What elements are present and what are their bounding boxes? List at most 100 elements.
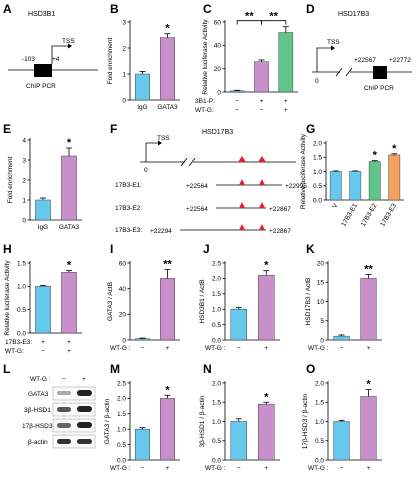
panel-letter-e: E xyxy=(3,122,11,136)
y-tick-label: 4 xyxy=(22,137,26,144)
y-tick-label: 0 xyxy=(122,337,126,344)
y-tick-label: 2.5 xyxy=(212,260,221,267)
y-tick-label: 2.0 xyxy=(212,276,221,283)
condition-sign: + xyxy=(264,465,268,472)
gata-site-triangle xyxy=(239,224,245,230)
construct-end: +22867 xyxy=(269,206,291,213)
bar xyxy=(135,338,150,341)
significance-mark: * xyxy=(165,384,170,396)
position-start: +22567 xyxy=(354,57,376,64)
y-tick-label: 20 xyxy=(317,260,325,267)
chart-e: 0 1 2 3 4 Fold enrichment * IgG GATA3 xyxy=(7,137,82,231)
significance-mark: * xyxy=(392,143,397,155)
wb-row-3bhsd1: 3β-HSD1 xyxy=(24,402,96,417)
y-tick-label: 3 xyxy=(122,19,126,26)
position-zero: 0 xyxy=(315,78,319,85)
bar xyxy=(160,37,175,101)
wb-band xyxy=(57,391,71,395)
y-tick-label: 2.0 xyxy=(315,380,324,387)
construct-e3: 17B3-E3: +22294 +22867 xyxy=(115,224,291,235)
construct-e2: 17B3-E2: +22564 +22867 xyxy=(115,202,291,213)
gata-site-triangle xyxy=(239,202,245,208)
bar xyxy=(329,171,342,201)
condition-sign: + xyxy=(284,107,288,114)
significance-mark: ** xyxy=(269,11,278,23)
chart-m: 0.0 0.5 1.0 1.5 2.0 2.5 GATA3 / β-actin * WT-G :… xyxy=(104,380,180,472)
y-axis-label: Fold enrichment xyxy=(107,38,114,85)
panel-letter-h: H xyxy=(3,242,12,256)
construct-start: +22564 xyxy=(186,206,208,213)
y-tick-label: 1.0 xyxy=(212,307,221,314)
category-label: IgG xyxy=(137,104,147,111)
y-tick-label: 0.5 xyxy=(313,183,322,190)
condition-sign: + xyxy=(367,345,371,352)
condition-sign: + xyxy=(166,465,170,472)
y-tick-label: 1.5 xyxy=(17,260,26,267)
y-tick-label: 20 xyxy=(214,66,222,73)
bar xyxy=(160,278,175,341)
panel-letter-a: A xyxy=(3,2,12,16)
chart-k: 0 5 10 15 20 HSD17B3 / ActB ** WT-G : − + xyxy=(305,260,382,352)
bar xyxy=(160,398,175,461)
break-mark-1 xyxy=(335,67,343,77)
schematic-f-title: HSD17B3 xyxy=(202,129,233,136)
schematic-d-title: HSD17B3 xyxy=(338,11,369,18)
position-end: +22772 xyxy=(389,57,411,64)
construct-label: 17B3-E1: xyxy=(115,182,142,189)
bar xyxy=(35,199,51,221)
y-tick-label: 0 xyxy=(217,89,221,96)
bar xyxy=(229,90,245,93)
position-zero: 0 xyxy=(144,167,148,174)
condition-label: WT-G : xyxy=(308,345,329,352)
y-tick-label: 1.0 xyxy=(315,419,324,426)
condition-sign: + xyxy=(67,339,71,346)
y-axis-label: HSD3B1 / ActB xyxy=(199,279,206,323)
panel-letter-d: D xyxy=(306,2,315,16)
y-tick-label: 2.0 xyxy=(212,380,221,387)
tss-arrowhead xyxy=(68,43,72,49)
bar xyxy=(258,275,275,341)
wb-label: β-actin xyxy=(28,439,48,446)
panel-letter-o: O xyxy=(306,362,315,376)
wb-band xyxy=(77,390,92,396)
bar xyxy=(333,421,350,461)
y-tick-label: 0.0 xyxy=(313,197,322,204)
y-axis-label: Fold enrichment xyxy=(7,157,14,204)
condition-sign: − xyxy=(141,345,145,352)
chip-pcr-label: ChIP PCR xyxy=(26,83,56,90)
y-tick-label: 10 xyxy=(317,299,325,306)
y-tick-label: 2 xyxy=(122,45,126,52)
gata-site-triangle xyxy=(258,156,266,162)
wb-row-gata3: GATA3 xyxy=(28,386,96,401)
panel-letters: A B C D E F G H I J K L M N O xyxy=(3,2,315,376)
chart-c: 0 20 40 60 Relative luciferase Activity 3B1-P… xyxy=(195,11,298,114)
y-tick-label: 1.5 xyxy=(117,411,126,418)
condition-sign: + xyxy=(367,465,371,472)
category-label: GATA3 xyxy=(59,224,80,231)
category-label: 17B3-E3 xyxy=(379,202,398,228)
panel-letter-l: L xyxy=(3,362,10,376)
y-tick-label: 60 xyxy=(119,260,127,267)
bar xyxy=(230,421,247,461)
construct-e1: 17B3-E1: +22564 +22995 xyxy=(115,179,307,190)
y-axis-label: GATA3 / ActB xyxy=(107,282,114,321)
y-tick-label: 3 xyxy=(22,157,26,164)
chip-region-box xyxy=(373,66,387,79)
wb-sign-minus: − xyxy=(62,376,66,383)
y-tick-label: 0.0 xyxy=(17,330,26,337)
bar xyxy=(61,272,77,334)
y-tick-label: 2.5 xyxy=(117,380,126,387)
significance-mark: * xyxy=(373,150,378,162)
position-right: +4 xyxy=(52,56,60,63)
y-tick-label: 5 xyxy=(320,318,324,325)
significance-mark: ** xyxy=(245,11,254,23)
y-tick-label: 0.0 xyxy=(212,337,221,344)
panel-letter-g: G xyxy=(306,122,315,136)
condition-sign: − xyxy=(260,107,264,114)
condition-label: WT-G : xyxy=(308,465,329,472)
y-tick-label: 0.5 xyxy=(117,442,126,449)
schematic-a-title: HSD3B1 xyxy=(28,11,55,18)
y-axis-label: 17β-HSD3 / β-actin xyxy=(302,393,309,449)
schematic-a: HSD3B1 TSS -103 +4 ChIP PCR xyxy=(8,11,98,90)
condition-sign: + xyxy=(41,339,45,346)
